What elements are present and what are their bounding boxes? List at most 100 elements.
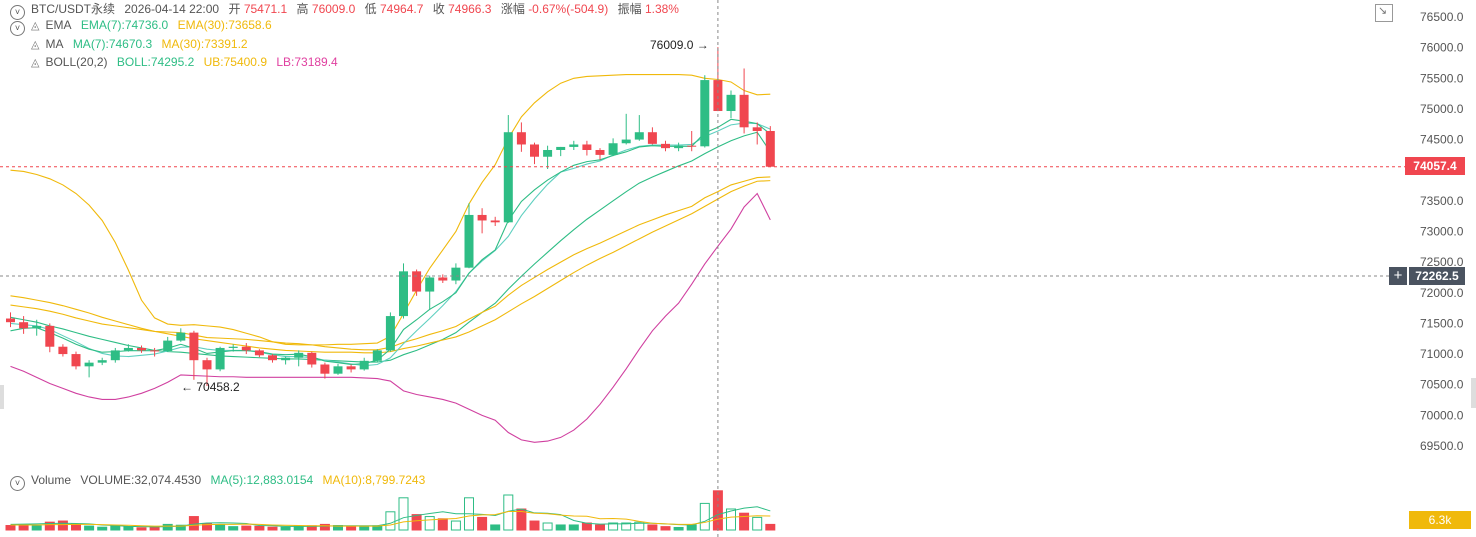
boll-lower-line: [10, 192, 771, 443]
volume-bar: [5, 525, 16, 531]
candle-body: [32, 325, 42, 329]
candle-body: [477, 214, 487, 221]
candle-body: [595, 149, 605, 155]
candle-body: [765, 130, 775, 167]
volume-ma10-line: [10, 511, 771, 527]
left-scroll-handle[interactable]: [0, 385, 4, 409]
candle-body: [399, 271, 408, 317]
collapse-chevron-icon[interactable]: ˅: [10, 476, 25, 491]
candle-body: [726, 94, 736, 112]
ema30-value: EMA(30):73658.6: [177, 18, 272, 32]
y-tick-label: 73500.0: [1420, 194, 1464, 208]
current-price-tag: 74057.4: [1405, 157, 1465, 175]
candle-body: [84, 362, 94, 367]
candle-body: [163, 340, 173, 352]
ma30-value: MA(30):73391.2: [161, 37, 248, 51]
candle-body: [385, 316, 395, 351]
high-label: 高 76009.0: [296, 2, 356, 16]
volume-bar: [568, 524, 579, 531]
candle-body: [516, 132, 526, 145]
volume-bar: [241, 525, 252, 531]
y-tick-label: 76000.0: [1420, 41, 1464, 55]
y-tick-label: 75000.0: [1420, 102, 1464, 116]
vol-ma10-value: MA(10):8,799.7243: [322, 473, 426, 487]
volume-bar: [18, 524, 29, 531]
candle-body: [58, 346, 68, 355]
boll-legend: ◬ BOLL(20,2) BOLL:74295.2 UB:75400.9 LB:7…: [31, 55, 338, 69]
volume-legend: ˅ Volume VOLUME:32,074.4530 MA(5):12,883.…: [10, 473, 431, 491]
amplitude-label: 振幅 1.38%: [617, 2, 679, 16]
collapse-chevron-icon[interactable]: ˅: [10, 5, 25, 20]
indicator-lines: [10, 74, 771, 443]
candle-body: [739, 94, 749, 128]
close-label: 收 74966.3: [432, 2, 492, 16]
volume-bar: [267, 526, 278, 531]
candle-body: [202, 360, 212, 370]
bell-icon[interactable]: ◬: [31, 39, 40, 51]
symbol-label: BTC/USDT永续: [31, 2, 116, 16]
crosshair-plus-button[interactable]: +: [1389, 267, 1407, 285]
volume-bar: [699, 502, 710, 531]
volume-bar: [477, 516, 488, 531]
collapse-chevron-icon[interactable]: ˅: [10, 21, 25, 36]
volume-bar: [385, 511, 396, 531]
candle-body: [189, 332, 199, 361]
ema-legend: ˅ ◬ EMA EMA(7):74736.0 EMA(30):73658.6: [10, 18, 278, 36]
volume-bar: [44, 521, 55, 531]
y-tick-label: 69500.0: [1420, 439, 1464, 453]
volume-bar: [136, 527, 147, 531]
volume-bar: [202, 523, 212, 531]
volume-bar: [280, 526, 291, 531]
volume-bar: [123, 526, 134, 531]
candle-body: [71, 354, 81, 367]
candle-body: [228, 346, 238, 348]
candle-body: [320, 364, 330, 374]
candle-body: [97, 360, 107, 363]
volume-bar: [490, 524, 501, 531]
candle-body: [634, 132, 644, 140]
volume-bar: [726, 508, 736, 531]
fullscreen-icon[interactable]: [1375, 4, 1393, 22]
volume-bar: [595, 524, 605, 531]
volume-bar: [346, 526, 357, 531]
volume-bar: [110, 525, 121, 531]
ma7-line: [10, 122, 771, 367]
volume-bar: [555, 524, 566, 531]
volume-bar: [647, 524, 658, 531]
boll-ub-value: UB:75400.9: [203, 55, 267, 69]
candle-body: [294, 352, 304, 358]
candle-body: [490, 220, 500, 223]
volume-bar: [57, 520, 68, 531]
candle-body: [45, 325, 55, 347]
bell-icon[interactable]: ◬: [31, 20, 40, 32]
bell-icon[interactable]: ◬: [31, 57, 40, 69]
volume-value: VOLUME:32,074.4530: [80, 473, 202, 487]
volume-bar: [529, 520, 540, 531]
candle-body: [752, 127, 762, 131]
volume-bar: [765, 523, 776, 531]
candle-body: [412, 271, 422, 292]
volume-bar: [228, 526, 239, 531]
volume-bar: [581, 522, 592, 531]
boll-mid-line: [10, 131, 771, 363]
volume-bar: [608, 522, 619, 531]
candle-body: [359, 360, 369, 370]
change-label: 涨幅 -0.67%(-504.9): [500, 2, 609, 16]
volume-value-tag: 6.3k: [1409, 511, 1471, 529]
candle-body: [425, 277, 435, 292]
candles: [6, 47, 775, 386]
y-tick-label: 71000.0: [1420, 347, 1464, 361]
y-tick-label: 74500.0: [1420, 133, 1464, 147]
right-scroll-handle[interactable]: [1471, 378, 1476, 408]
volume-bar: [411, 514, 422, 531]
candle-body: [647, 132, 657, 144]
candle-body: [254, 350, 264, 356]
vol-ma5-value: MA(5):12,883.0154: [210, 473, 314, 487]
candle-body: [582, 144, 592, 150]
candle-body: [346, 366, 356, 370]
volume-bar: [175, 524, 186, 531]
volume-bar: [424, 516, 435, 531]
volume-bars: [5, 490, 776, 531]
candle-body: [621, 139, 631, 144]
